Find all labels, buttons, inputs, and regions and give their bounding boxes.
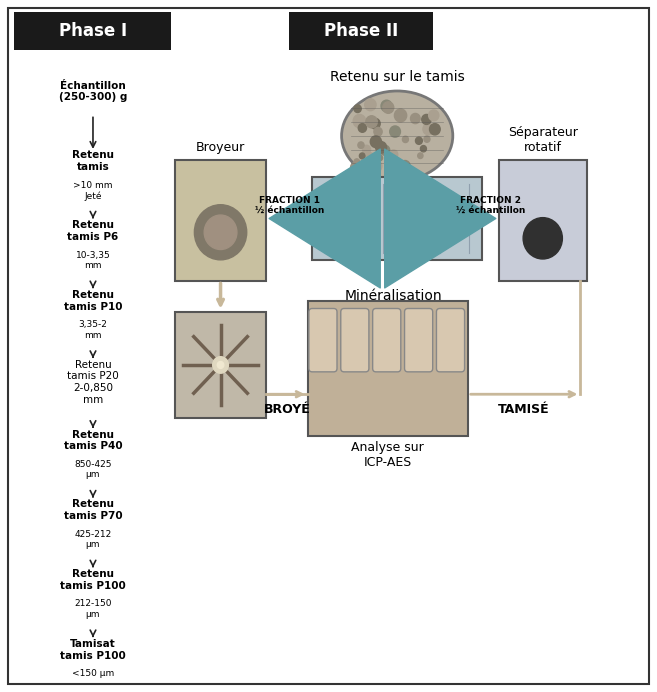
- Ellipse shape: [342, 91, 453, 181]
- FancyBboxPatch shape: [373, 309, 401, 372]
- Circle shape: [422, 114, 431, 125]
- Circle shape: [383, 102, 394, 113]
- Circle shape: [354, 105, 361, 113]
- Circle shape: [376, 142, 386, 153]
- Circle shape: [394, 109, 407, 122]
- Circle shape: [424, 136, 430, 143]
- Text: Retenu
tamis P70: Retenu tamis P70: [64, 500, 122, 521]
- FancyBboxPatch shape: [14, 12, 171, 50]
- Circle shape: [381, 100, 392, 111]
- FancyBboxPatch shape: [436, 309, 464, 372]
- Circle shape: [358, 124, 367, 132]
- Text: Séparateur
rotatif: Séparateur rotatif: [508, 127, 578, 154]
- FancyBboxPatch shape: [405, 309, 433, 372]
- FancyBboxPatch shape: [289, 12, 433, 50]
- Text: Broyeur: Broyeur: [196, 141, 245, 154]
- FancyBboxPatch shape: [312, 177, 482, 260]
- Circle shape: [411, 113, 420, 124]
- Circle shape: [428, 110, 439, 121]
- Text: Minéralisation: Minéralisation: [345, 289, 443, 304]
- Circle shape: [403, 136, 409, 143]
- Circle shape: [387, 161, 399, 174]
- Circle shape: [366, 116, 377, 128]
- Circle shape: [371, 136, 382, 147]
- Circle shape: [194, 205, 247, 260]
- Circle shape: [353, 114, 366, 128]
- Circle shape: [380, 145, 390, 155]
- Text: Analyse sur
ICP-AES: Analyse sur ICP-AES: [351, 441, 424, 469]
- Text: Retenu
tamis P40: Retenu tamis P40: [64, 430, 122, 451]
- Circle shape: [374, 127, 382, 136]
- Text: 425-212
μm: 425-212 μm: [74, 529, 112, 549]
- Text: <150 μm: <150 μm: [72, 669, 114, 678]
- Text: 10-3,35
mm: 10-3,35 mm: [76, 251, 110, 270]
- Circle shape: [217, 361, 224, 368]
- Text: Tamisat
tamis P100: Tamisat tamis P100: [60, 639, 126, 661]
- FancyBboxPatch shape: [309, 309, 337, 372]
- Circle shape: [351, 163, 360, 172]
- FancyBboxPatch shape: [307, 301, 468, 435]
- Text: FRACTION 2
½ échantillon: FRACTION 2 ½ échantillon: [456, 196, 525, 215]
- Circle shape: [363, 145, 371, 154]
- Circle shape: [367, 153, 374, 161]
- Text: Retenu
tamis P6: Retenu tamis P6: [68, 220, 119, 242]
- Text: Retenu
tamis P10: Retenu tamis P10: [64, 290, 122, 311]
- Circle shape: [370, 118, 380, 129]
- Text: Phase II: Phase II: [324, 21, 398, 39]
- Text: 3,35-2
mm: 3,35-2 mm: [79, 320, 107, 340]
- Text: TAMISÉ: TAMISÉ: [498, 403, 550, 415]
- Circle shape: [365, 99, 376, 111]
- Circle shape: [358, 142, 364, 148]
- Circle shape: [354, 159, 359, 165]
- Circle shape: [213, 356, 229, 373]
- Circle shape: [430, 124, 440, 135]
- Text: Retenu sur le tamis: Retenu sur le tamis: [330, 71, 464, 84]
- FancyBboxPatch shape: [499, 160, 587, 280]
- Circle shape: [415, 137, 422, 145]
- Circle shape: [400, 161, 410, 171]
- Text: Phase I: Phase I: [59, 21, 127, 39]
- Circle shape: [420, 145, 426, 152]
- FancyArrowPatch shape: [269, 149, 380, 288]
- FancyBboxPatch shape: [175, 311, 266, 419]
- Circle shape: [204, 215, 237, 250]
- Text: >10 mm
Jeté: >10 mm Jeté: [73, 181, 113, 201]
- Text: Retenu
tamis: Retenu tamis: [72, 150, 114, 172]
- Circle shape: [423, 123, 434, 135]
- Text: BROYÉ: BROYÉ: [263, 403, 310, 415]
- Text: 850-425
μm: 850-425 μm: [74, 460, 112, 480]
- Circle shape: [377, 155, 382, 161]
- Text: Retenu
tamis P100: Retenu tamis P100: [60, 569, 126, 591]
- Text: 212-150
μm: 212-150 μm: [74, 599, 112, 619]
- Circle shape: [371, 161, 382, 172]
- Circle shape: [359, 153, 365, 159]
- Text: Échantillon
(250-300) g: Échantillon (250-300) g: [58, 81, 127, 102]
- FancyArrowPatch shape: [385, 149, 496, 288]
- Circle shape: [390, 126, 401, 137]
- FancyBboxPatch shape: [8, 8, 649, 684]
- Text: FRACTION 1
½ échantillon: FRACTION 1 ½ échantillon: [254, 196, 324, 215]
- FancyBboxPatch shape: [341, 309, 369, 372]
- Text: Retenu
tamis P20
2-0,850
mm: Retenu tamis P20 2-0,850 mm: [67, 360, 119, 405]
- Circle shape: [523, 217, 562, 259]
- FancyBboxPatch shape: [175, 160, 266, 280]
- Circle shape: [418, 153, 423, 158]
- Circle shape: [389, 150, 397, 159]
